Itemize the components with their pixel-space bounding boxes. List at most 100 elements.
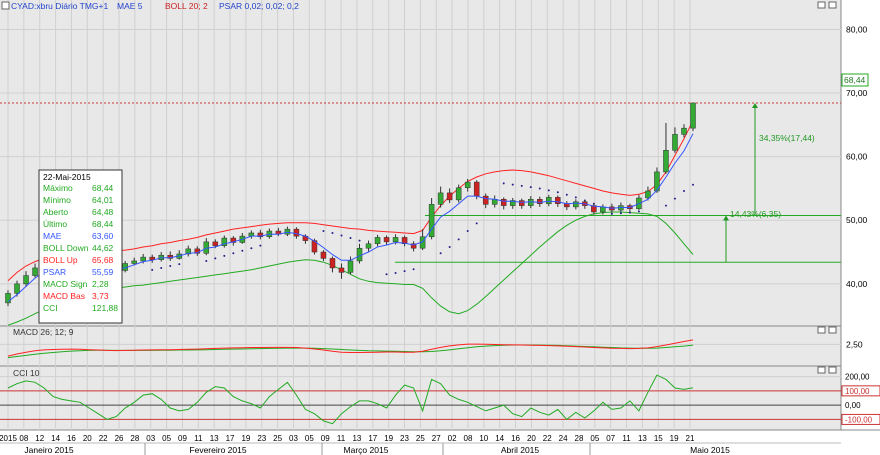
gain-arrow-head (723, 215, 729, 221)
candle (410, 241, 417, 252)
panel-minimize-button[interactable] (817, 366, 826, 374)
candle (23, 271, 29, 288)
x-day-label: 11 (337, 434, 346, 443)
x-day-label: 28 (575, 434, 584, 443)
x-day-label: 19 (384, 434, 393, 443)
x-day-label: 22 (543, 434, 552, 443)
candle (500, 197, 507, 210)
x-day-label: 27 (432, 434, 441, 443)
header-checkbox[interactable] (1, 1, 10, 10)
x-day-label: 12 (35, 434, 44, 443)
candle-body (149, 256, 155, 260)
candle-body (690, 102, 696, 129)
y-tick-label: 100,00 (845, 387, 870, 396)
candle (149, 254, 155, 263)
panel-close-button[interactable] (828, 366, 837, 374)
y-tick-label: 200,00 (845, 373, 870, 382)
candle-body (365, 243, 372, 249)
psar-point (340, 234, 343, 237)
psar-point (160, 266, 163, 269)
candle-body (185, 248, 192, 255)
candle (681, 124, 687, 138)
cci-line (7, 374, 694, 425)
candle (437, 186, 444, 208)
psar-point (628, 211, 631, 214)
candle-body (383, 237, 390, 243)
info-row-label: Máximo (43, 183, 73, 193)
psar-point (448, 245, 451, 248)
psar-point (358, 239, 361, 242)
x-day-label: 14 (495, 434, 504, 443)
x-day-label: 20 (527, 434, 536, 443)
candle-body (473, 181, 480, 197)
info-row-label: MAE (43, 231, 62, 241)
x-month-label: Março 2015 (344, 445, 389, 455)
candle-body (311, 240, 318, 253)
x-month-label: Maio 2015 (690, 445, 730, 455)
candle (131, 257, 137, 266)
psar-point (682, 189, 685, 192)
panel-close-button[interactable] (828, 1, 837, 9)
x-month-label: Abril 2015 (501, 445, 540, 455)
info-row-label: PSAR (43, 267, 66, 277)
candle-body (293, 228, 300, 237)
psar-points (151, 182, 694, 276)
candle (257, 229, 264, 240)
reference-lines (0, 102, 841, 420)
macd-panel-controls (817, 326, 837, 334)
candle (347, 256, 354, 275)
psar-point (511, 183, 514, 186)
x-day-label: 13 (352, 434, 361, 443)
candle (329, 256, 336, 273)
info-row-label: CCI (43, 303, 58, 313)
gain-arrow-head (752, 102, 758, 108)
reference-value-box (841, 413, 880, 425)
gain-label-lower: 14,43%(6,35) (730, 209, 781, 219)
candle (672, 127, 678, 153)
candle-body (591, 205, 597, 213)
x-day-label: 13 (210, 434, 219, 443)
x-day-label: 08 (19, 434, 28, 443)
candle (519, 198, 525, 209)
info-row-label: Mínimo (43, 195, 71, 205)
candle (663, 122, 669, 174)
psar-point (692, 183, 694, 186)
candle-body (221, 237, 228, 246)
candle-body (320, 251, 327, 259)
psar-point (259, 244, 262, 247)
info-row-value: 64,48 (92, 207, 114, 217)
candle (230, 236, 237, 246)
y-tick-label: -100,00 (845, 415, 873, 424)
candle-body (131, 260, 137, 264)
candle-body (455, 187, 462, 201)
psar-point (205, 259, 208, 262)
x-day-label: 14 (51, 434, 60, 443)
y-axis-area (841, 0, 880, 430)
candle (690, 102, 696, 132)
candle-body (555, 197, 561, 204)
cci-panel-controls (817, 366, 837, 374)
header-mae: MAE 5 (117, 1, 143, 11)
candle-body (482, 195, 489, 205)
candle (365, 240, 372, 252)
psar-point (223, 254, 226, 257)
x-day-label: 07 (606, 434, 615, 443)
x-day-label: 17 (226, 434, 235, 443)
panel-minimize-button[interactable] (817, 326, 826, 334)
cci-path (7, 374, 694, 425)
candle (464, 178, 471, 192)
psar-point (529, 186, 532, 189)
candle (5, 290, 11, 307)
psar-point (673, 197, 676, 200)
candle-body (257, 232, 264, 238)
panel-close-button[interactable] (828, 326, 837, 334)
candle (401, 235, 408, 247)
y-tick-label: 0,00 (845, 401, 861, 410)
info-row-label: Aberto (43, 207, 68, 217)
candle (546, 194, 552, 207)
panel-minimize-button[interactable] (817, 1, 826, 9)
header-psar: PSAR 0,02; 0,02; 0,2 (219, 1, 299, 11)
x-day-label: 24 (559, 434, 568, 443)
candle-body (537, 199, 543, 204)
